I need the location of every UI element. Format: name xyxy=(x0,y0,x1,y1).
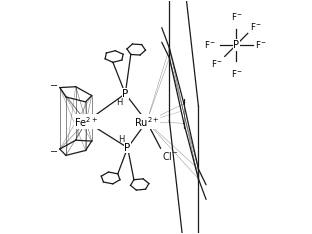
Text: F$^{-}$: F$^{-}$ xyxy=(250,21,261,32)
Text: F$^{-}$: F$^{-}$ xyxy=(211,58,223,69)
Text: P: P xyxy=(122,89,129,99)
Text: H: H xyxy=(116,98,123,107)
Text: −: − xyxy=(50,147,58,157)
Text: P: P xyxy=(124,143,131,153)
Text: F$^{-}$: F$^{-}$ xyxy=(204,39,215,50)
Text: −: − xyxy=(50,80,58,91)
Text: P: P xyxy=(233,40,239,50)
Text: Ru$^{2+}$: Ru$^{2+}$ xyxy=(134,115,159,128)
Text: F$^{-}$: F$^{-}$ xyxy=(255,39,267,50)
Text: F$^{-}$: F$^{-}$ xyxy=(231,68,242,79)
Text: Cl$^{-}$: Cl$^{-}$ xyxy=(162,150,179,161)
Text: Fe$^{2+}$: Fe$^{2+}$ xyxy=(74,115,98,128)
Text: F$^{-}$: F$^{-}$ xyxy=(231,11,242,22)
Text: H: H xyxy=(119,135,125,143)
